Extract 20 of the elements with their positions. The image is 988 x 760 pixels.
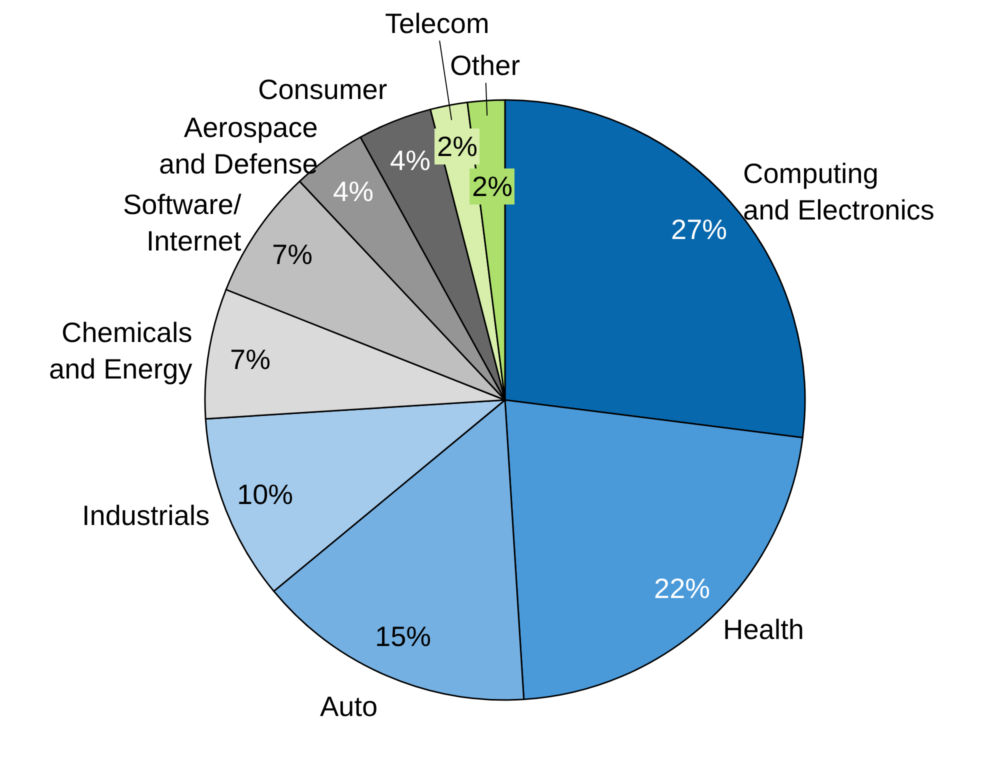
data-label: 4% (390, 145, 430, 176)
slice-label: Health (723, 614, 804, 645)
slice-label: Software/ Internet (123, 189, 242, 256)
slice-label: Other (450, 50, 520, 81)
data-label: 4% (333, 176, 374, 207)
data-label: 22% (654, 573, 710, 604)
slice-label: Computing and Electronics (743, 158, 934, 226)
slice-label: Telecom (385, 8, 490, 39)
data-label: 27% (671, 214, 728, 245)
data-label: 2% (437, 131, 478, 162)
data-label: 15% (375, 621, 432, 652)
slice-label: Consumer (258, 74, 388, 105)
data-label: 10% (237, 479, 294, 510)
slice-label: Auto (320, 691, 378, 722)
slice-label: Industrials (82, 500, 210, 531)
data-label: 7% (230, 344, 270, 375)
data-label: 2% (472, 171, 512, 202)
slice-label: Aerospace and Defense (159, 112, 318, 180)
data-label: 7% (272, 239, 312, 270)
slice-label: Chemicals and Energy (49, 317, 192, 384)
